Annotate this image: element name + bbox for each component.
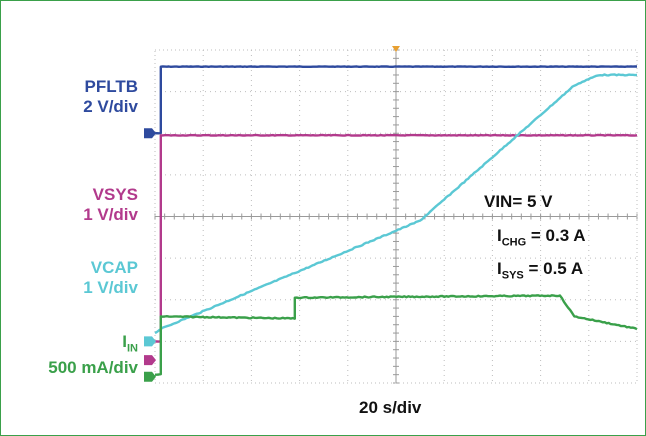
channel-marker-iin-icon — [144, 371, 156, 382]
channel-marker-shape — [144, 128, 156, 139]
channel-scale: 1 V/div — [83, 205, 138, 224]
channel-scale: 2 V/div — [83, 97, 138, 116]
x-axis-label: 20 s/div — [359, 398, 422, 417]
traces — [154, 65, 638, 376]
annotation-isys: ISYS = 0.5 A — [497, 259, 584, 282]
channel-scale: 500 mA/div — [48, 358, 138, 378]
channel-marker-shape — [144, 355, 156, 366]
channel-name: PFLTB — [84, 77, 138, 96]
channel-label-vsys: VSYS 1 V/div — [20, 185, 138, 225]
channel-markers — [144, 128, 156, 382]
channel-label-iin: IIN 500 mA/div — [10, 332, 138, 378]
annotation-ichg: ICHG = 0.3 A — [497, 226, 586, 249]
channel-marker-vsys-icon — [144, 355, 156, 366]
channel-name: IIN — [122, 332, 138, 355]
channel-scale: 1 V/div — [83, 278, 138, 297]
channel-marker-shape — [144, 336, 156, 347]
channel-marker-vcap-icon — [144, 336, 156, 347]
channel-name: VSYS — [92, 185, 138, 204]
trace-in — [155, 294, 638, 376]
channel-label-vcap: VCAP 1 V/div — [20, 258, 138, 298]
channel-label-pfltb: PFLTB 2 V/div — [20, 77, 138, 117]
channel-marker-shape — [144, 371, 156, 382]
grid — [154, 46, 638, 384]
trace-vcap — [154, 73, 638, 335]
trace-pfltb — [154, 65, 637, 135]
trace-vsys — [154, 133, 638, 343]
channel-name: VCAP — [90, 258, 138, 277]
channel-marker-pfltb-icon — [144, 128, 156, 139]
trigger-marker-icon — [392, 46, 400, 52]
annotation-vin: VIN= 5 V — [484, 192, 553, 211]
